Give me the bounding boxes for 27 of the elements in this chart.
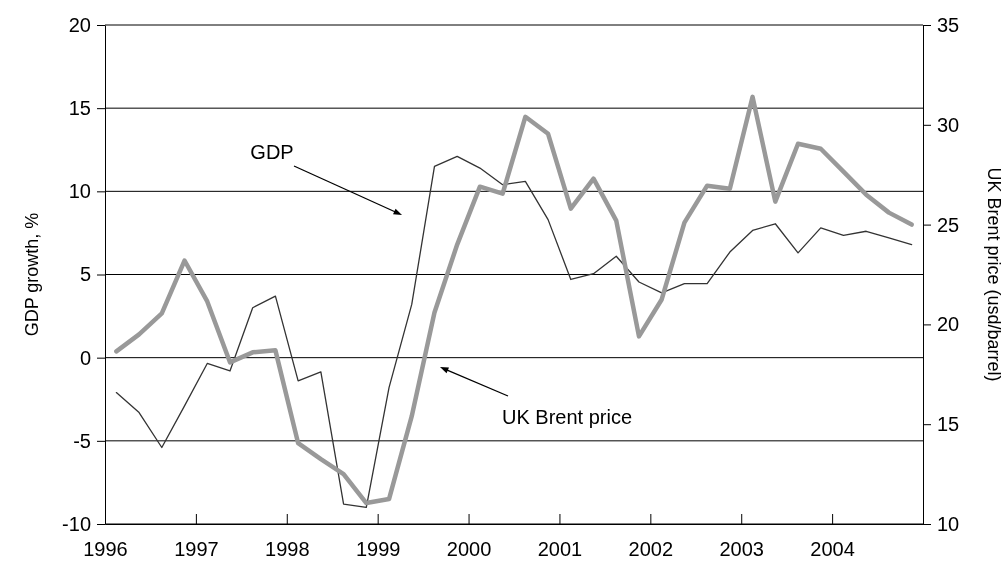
y-tick-label: -5 [73, 429, 91, 452]
x-tick-label: 2002 [628, 538, 674, 561]
y2-axis-title: UK Brent price (usd/barrel) [984, 167, 1004, 382]
y-tick-label: 0 [79, 346, 91, 369]
x-tick-label: 1998 [265, 538, 310, 561]
x-tick-label: 2004 [810, 538, 855, 561]
x-tick-label: 1997 [174, 538, 219, 561]
x-tick-label: 2001 [537, 538, 583, 561]
y-tick-label: 20 [68, 13, 91, 36]
y2-tick-label: 25 [937, 213, 960, 236]
y-tick-label: -10 [62, 512, 91, 535]
x-tick-label: 2000 [446, 538, 492, 561]
y2-tick-label: 10 [937, 512, 960, 535]
x-tick-label: 1996 [83, 538, 128, 561]
y-tick-label: 10 [68, 180, 91, 203]
line-series [114, 94, 914, 506]
y-tick-label: 5 [79, 263, 91, 286]
y2-tick-label: 30 [937, 113, 960, 136]
y-axis-title: GDP growth, % [22, 212, 42, 337]
x-tick-label: 2003 [719, 538, 764, 561]
annotation: UK Brent price [501, 406, 633, 428]
y2-tick-label: 15 [937, 413, 960, 436]
y-tick-label: 15 [68, 97, 91, 120]
y2-tick-label: 35 [937, 13, 960, 36]
y2-tick-label: 20 [937, 313, 960, 336]
annotation: GDP [250, 141, 294, 163]
x-tick-label: 1999 [355, 538, 401, 561]
